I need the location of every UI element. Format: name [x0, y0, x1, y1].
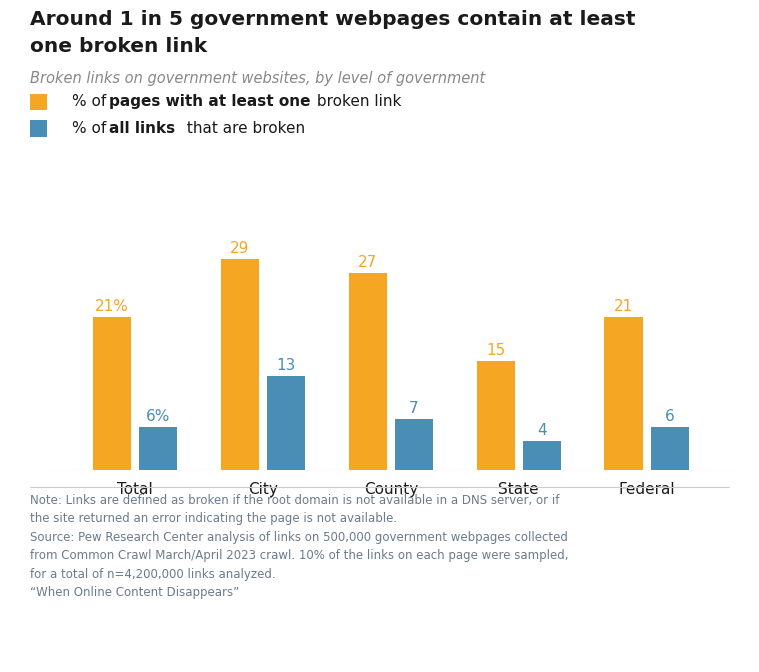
- Text: 15: 15: [487, 343, 505, 358]
- Text: 29: 29: [230, 241, 250, 256]
- Bar: [650, 427, 689, 470]
- Bar: [477, 361, 515, 470]
- Text: broken link: broken link: [312, 94, 402, 110]
- Text: pages with at least one: pages with at least one: [109, 94, 310, 110]
- Bar: [348, 274, 387, 470]
- Text: that are broken: that are broken: [182, 121, 305, 136]
- Text: % of: % of: [72, 121, 112, 136]
- Bar: [267, 376, 305, 470]
- Text: Note: Links are defined as broken if the root domain is not available in a DNS s: Note: Links are defined as broken if the…: [30, 494, 568, 599]
- Bar: [604, 317, 643, 470]
- Bar: [523, 442, 561, 470]
- Text: 21: 21: [614, 299, 633, 314]
- Text: 27: 27: [358, 255, 377, 271]
- Text: Broken links on government websites, by level of government: Broken links on government websites, by …: [30, 71, 486, 85]
- Text: 13: 13: [276, 358, 296, 373]
- Text: all links: all links: [109, 121, 175, 136]
- Bar: [93, 317, 131, 470]
- Bar: [139, 427, 178, 470]
- Text: Around 1 in 5 government webpages contain at least: Around 1 in 5 government webpages contai…: [30, 10, 636, 29]
- Text: one broken link: one broken link: [30, 37, 207, 56]
- Text: % of: % of: [72, 94, 112, 110]
- Bar: [221, 259, 259, 470]
- Text: 6: 6: [665, 409, 675, 424]
- Bar: [395, 419, 433, 470]
- Text: 21%: 21%: [95, 299, 129, 314]
- Text: 4: 4: [537, 423, 546, 438]
- Text: 6%: 6%: [146, 409, 170, 424]
- Text: 7: 7: [409, 401, 419, 417]
